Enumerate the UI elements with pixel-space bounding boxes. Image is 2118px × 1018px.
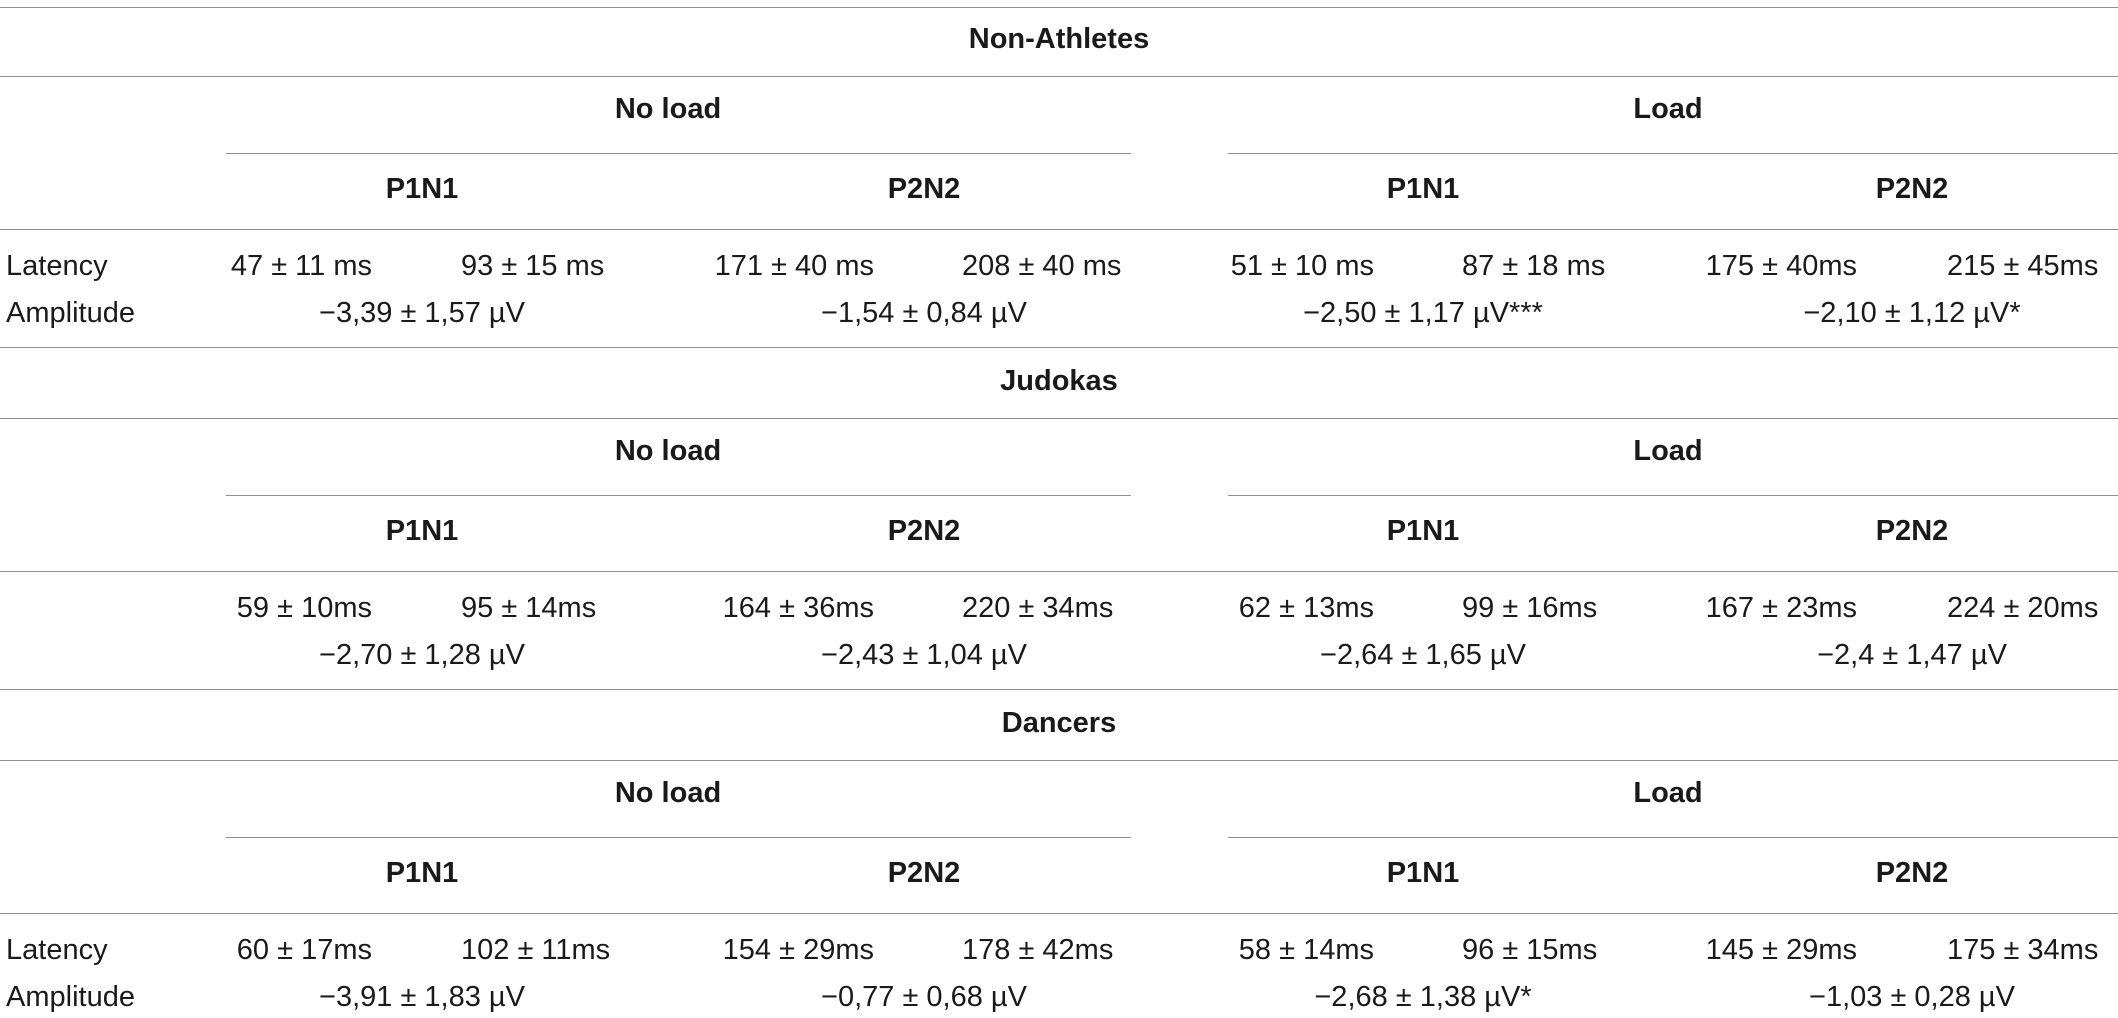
component-label: P2N2 (887, 173, 961, 205)
amplitude-value: −2,4 ± 1,47 µV (1817, 639, 2007, 671)
condition-label: No load (614, 93, 722, 125)
condition-rule (226, 153, 1131, 154)
condition-label: No load (614, 777, 722, 809)
latency-second-value: 87 ± 18 ms (1462, 250, 1606, 282)
amplitude-value: −0,77 ± 0,68 µV (821, 981, 1027, 1013)
latency-first-value: 171 ± 40 ms (714, 250, 874, 282)
amplitude-value: −2,43 ± 1,04 µV (821, 639, 1027, 671)
latency-first-value: 145 ± 29ms (1705, 934, 1857, 966)
latency-second-value: 95 ± 14ms (461, 592, 597, 624)
latency-second-value: 220 ± 34ms (962, 592, 1114, 624)
amplitude-value: −3,91 ± 1,83 µV (319, 981, 525, 1013)
latency-first-value: 175 ± 40ms (1705, 250, 1857, 282)
latency-second-value: 208 ± 40 ms (962, 250, 1122, 282)
condition-label: No load (614, 435, 722, 467)
condition-rule (226, 495, 1131, 496)
row-label-latency: Latency (6, 250, 108, 282)
amplitude-value: −2,10 ± 1,12 µV* (1803, 297, 2021, 329)
table-top-rule (0, 7, 2118, 8)
group-title-rule (0, 418, 2118, 419)
latency-first-value: 154 ± 29ms (722, 934, 874, 966)
row-label-latency: Latency (6, 934, 108, 966)
latency-second-value: 102 ± 11ms (461, 934, 611, 966)
component-label: P1N1 (1386, 857, 1460, 889)
amplitude-value: −1,03 ± 0,28 µV (1809, 981, 2015, 1013)
amplitude-value: −2,70 ± 1,28 µV (319, 639, 525, 671)
latency-first-value: 167 ± 23ms (1705, 592, 1857, 624)
header-bottom-rule (0, 913, 2118, 914)
component-label: P1N1 (385, 515, 459, 547)
condition-rule (1228, 837, 2118, 838)
component-label: P2N2 (887, 515, 961, 547)
latency-first-value: 164 ± 36ms (722, 592, 874, 624)
component-label: P1N1 (385, 173, 459, 205)
latency-first-value: 62 ± 13ms (1238, 592, 1374, 624)
amplitude-value: −2,64 ± 1,65 µV (1320, 639, 1526, 671)
row-label-amplitude: Amplitude (6, 297, 135, 329)
amplitude-value: −2,50 ± 1,17 µV*** (1303, 297, 1543, 329)
group-title: Non-Athletes (968, 23, 1150, 55)
condition-label: Load (1633, 777, 1703, 809)
component-label: P1N1 (1386, 515, 1460, 547)
block-separator-rule (0, 347, 2118, 348)
latency-first-value: 58 ± 14ms (1238, 934, 1374, 966)
group-title: Judokas (1000, 365, 1118, 397)
condition-label: Load (1633, 93, 1703, 125)
condition-rule (1228, 153, 2118, 154)
latency-second-value: 224 ± 20ms (1947, 592, 2099, 624)
amplitude-value: −2,68 ± 1,38 µV* (1314, 981, 1532, 1013)
group-title-rule (0, 760, 2118, 761)
latency-second-value: 215 ± 45ms (1947, 250, 2099, 282)
component-label: P2N2 (1875, 173, 1949, 205)
condition-rule (1228, 495, 2118, 496)
component-label: P1N1 (1386, 173, 1460, 205)
amplitude-value: −1,54 ± 0,84 µV (821, 297, 1027, 329)
condition-rule (226, 837, 1131, 838)
header-bottom-rule (0, 229, 2118, 230)
latency-second-value: 99 ± 16ms (1462, 592, 1598, 624)
latency-second-value: 178 ± 42ms (962, 934, 1114, 966)
group-title: Dancers (1001, 707, 1117, 739)
latency-first-value: 51 ± 10 ms (1230, 250, 1374, 282)
latency-second-value: 175 ± 34ms (1947, 934, 2099, 966)
amplitude-value: −3,39 ± 1,57 µV (319, 297, 525, 329)
component-label: P2N2 (1875, 515, 1949, 547)
row-label-amplitude: Amplitude (6, 981, 135, 1013)
latency-second-value: 93 ± 15 ms (461, 250, 605, 282)
group-title-rule (0, 76, 2118, 77)
condition-label: Load (1633, 435, 1703, 467)
latency-first-value: 60 ± 17ms (236, 934, 372, 966)
component-label: P2N2 (1875, 857, 1949, 889)
latency-second-value: 96 ± 15ms (1462, 934, 1598, 966)
component-label: P1N1 (385, 857, 459, 889)
header-bottom-rule (0, 571, 2118, 572)
component-label: P2N2 (887, 857, 961, 889)
latency-first-value: 47 ± 11 ms (230, 250, 372, 282)
latency-first-value: 59 ± 10ms (236, 592, 372, 624)
block-separator-rule (0, 689, 2118, 690)
